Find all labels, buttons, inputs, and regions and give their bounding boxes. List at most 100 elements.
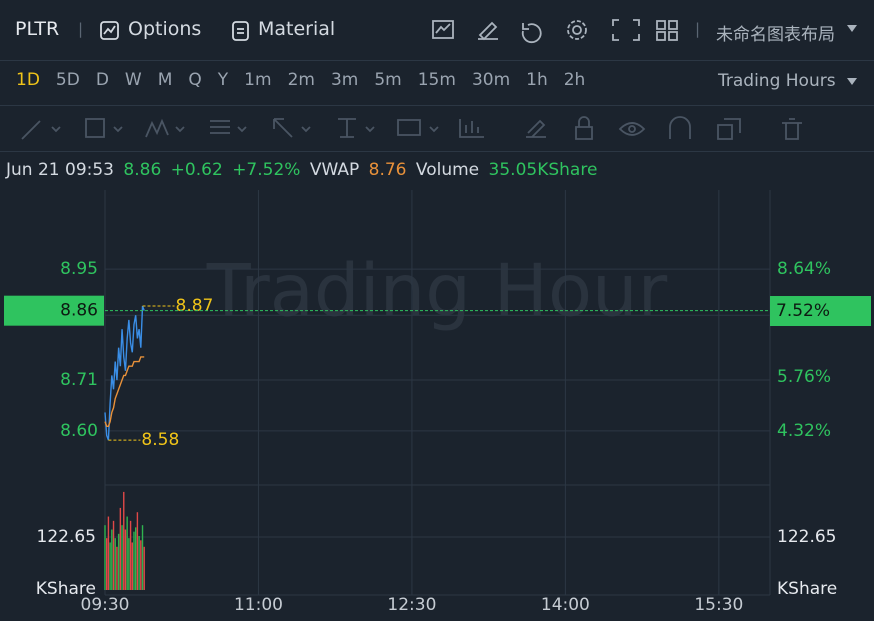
timeframe-button[interactable]: 5D xyxy=(55,70,80,90)
options-icon xyxy=(100,21,119,40)
last-pct-box xyxy=(770,296,871,327)
volume-bar xyxy=(124,529,127,590)
y2-tick-label: 8.64% xyxy=(777,259,831,279)
toolbar-icons xyxy=(432,19,678,44)
timeframe-button[interactable]: M xyxy=(157,70,173,90)
material-button[interactable]: Material xyxy=(258,18,336,40)
last-pct-label: 7.52% xyxy=(776,301,830,321)
quote-time: Jun 21 09:53 xyxy=(6,160,114,180)
line-tool[interactable] xyxy=(21,120,61,140)
last-price-box xyxy=(4,295,104,326)
volume-bar xyxy=(131,542,133,590)
volume-value: 35.05KShare xyxy=(488,160,598,180)
volume-bar xyxy=(133,531,135,590)
timeframe-button[interactable]: 1h xyxy=(526,70,548,90)
hide-tool[interactable] xyxy=(618,122,646,136)
symbol[interactable]: PLTR xyxy=(15,18,60,40)
timeframe-button[interactable]: D xyxy=(95,70,109,90)
volume-bar xyxy=(136,512,139,590)
settings-icon[interactable] xyxy=(567,20,587,40)
volume-bar xyxy=(109,542,111,590)
volume-bar xyxy=(117,533,120,590)
reset-icon[interactable] xyxy=(521,23,542,44)
drawing-tools xyxy=(21,116,802,140)
high-marker-label: 8.87 xyxy=(176,296,214,316)
volume-tick-label: 122.65 xyxy=(777,527,836,547)
volume-bar xyxy=(141,525,144,590)
timeframe-button[interactable]: 5m xyxy=(374,70,402,90)
timeframe-bar xyxy=(0,60,874,106)
drawing-toolbar xyxy=(0,105,874,152)
vwap-line xyxy=(104,356,145,427)
material-icon xyxy=(232,21,249,41)
low-marker-label: 8.58 xyxy=(141,430,179,450)
rect-tool[interactable] xyxy=(85,118,123,138)
volume-bar xyxy=(116,546,118,590)
volume-bar xyxy=(123,491,125,590)
lock-tool[interactable] xyxy=(575,116,593,140)
timeframe-button[interactable]: 30m xyxy=(471,70,511,90)
brush-tool[interactable] xyxy=(526,119,546,138)
volume-bar xyxy=(138,535,140,590)
volume-bar xyxy=(107,516,110,590)
note-tool[interactable] xyxy=(397,119,439,136)
volume-bar xyxy=(112,520,115,590)
timeframe-button[interactable]: 3m xyxy=(330,70,359,90)
dropdown-arrow xyxy=(847,25,857,32)
timeframe-button[interactable]: Q xyxy=(188,70,202,90)
magnet-tool[interactable] xyxy=(669,116,691,139)
volume-label: Volume xyxy=(415,160,480,180)
last-price-label: 8.86 xyxy=(60,301,98,321)
vwap-value: 8.76 xyxy=(368,160,407,180)
x-tick-label: 14:00 xyxy=(541,595,590,615)
edit-icon[interactable] xyxy=(478,21,498,41)
delete-tool[interactable] xyxy=(782,118,802,140)
timeframes: 1D 5D D W M Q Y 1m 2m 3m 5m 15m 30m 1h 2h xyxy=(8,70,593,90)
text-tool[interactable] xyxy=(338,118,375,138)
clone-tool[interactable] xyxy=(717,118,741,140)
timeframe-button[interactable]: 1m xyxy=(244,70,272,90)
layout-icon[interactable] xyxy=(656,20,678,41)
fullscreen-icon[interactable] xyxy=(612,19,640,41)
volume-bar xyxy=(126,516,128,590)
volume-bar xyxy=(129,520,132,590)
volume-bar xyxy=(104,525,106,590)
x-tick-label: 11:00 xyxy=(234,595,283,615)
y-tick-label: 8.60 xyxy=(60,421,98,441)
session-selector[interactable]: Trading Hours xyxy=(718,71,836,91)
volume-tick-label: 122.65 xyxy=(37,527,96,547)
dropdown-arrow xyxy=(847,78,857,85)
arrow-tool[interactable] xyxy=(273,118,311,138)
watermark: Trading Hour xyxy=(206,249,668,333)
x-tick-label: 15:30 xyxy=(694,595,743,615)
y2-tick-label: 4.32% xyxy=(777,421,831,441)
vwap-label: VWAP xyxy=(309,160,360,180)
timeframe-button[interactable]: 2m xyxy=(287,70,315,90)
measure-tool[interactable] xyxy=(459,119,484,138)
price-line xyxy=(104,305,145,441)
quote-price: 8.86 xyxy=(123,160,162,180)
volume-bar xyxy=(111,529,113,590)
quote-info: Jun 21 09:53 8.86 +0.62 +7.52% VWAP 8.76… xyxy=(6,160,601,180)
layout-name[interactable]: 未命名图表布局 xyxy=(716,25,835,45)
fib-tool[interactable] xyxy=(210,120,247,134)
volume-bar xyxy=(143,546,145,590)
volume-bar xyxy=(140,540,142,590)
top-toolbar: PLTR | Options Material | 未命名图表布局 xyxy=(0,0,874,61)
timeframe-button[interactable]: Y xyxy=(217,70,229,90)
separator: | xyxy=(695,20,701,38)
x-tick-label: 12:30 xyxy=(387,595,436,615)
pattern-tool[interactable] xyxy=(145,118,185,138)
timeframe-button[interactable]: 1D xyxy=(16,70,40,90)
volume-bar xyxy=(128,538,130,590)
options-button[interactable]: Options xyxy=(128,18,202,40)
chart-icon[interactable] xyxy=(432,20,454,39)
volume-bar xyxy=(134,527,137,590)
timeframe-button[interactable]: 2h xyxy=(563,70,586,90)
timeframe-button[interactable]: 15m xyxy=(417,70,456,90)
separator: | xyxy=(78,20,84,38)
volume-bar xyxy=(114,538,116,590)
timeframe-button[interactable]: W xyxy=(124,70,142,90)
